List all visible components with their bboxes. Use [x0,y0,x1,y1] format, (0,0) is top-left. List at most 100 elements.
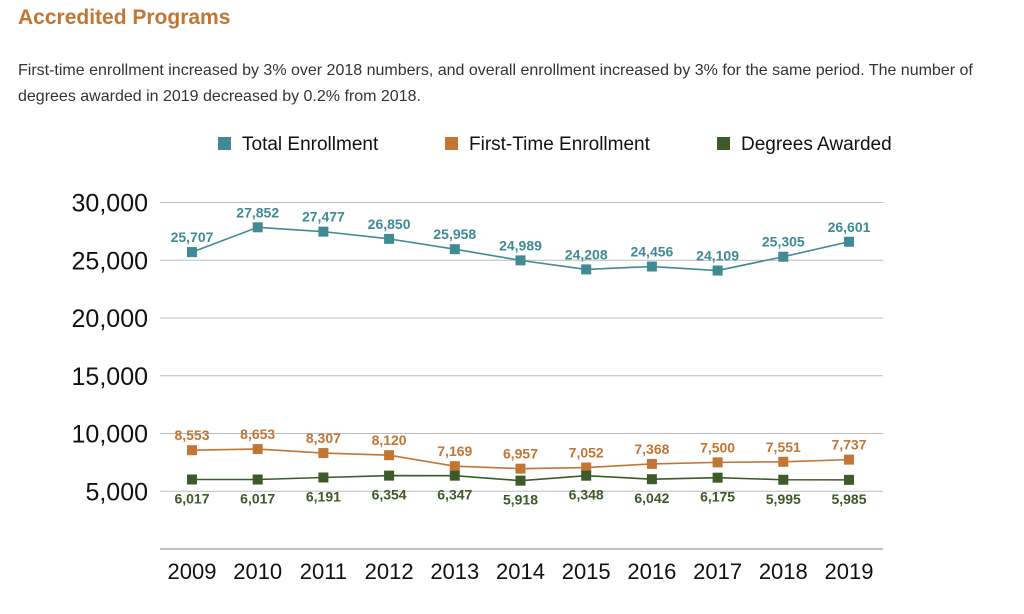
degrees-awarded-data-label: 5,995 [766,491,801,507]
first-time-enrollment-marker [187,445,197,456]
y-axis: 5,000 10,000 15,000 20,000 25,000 30,000 [72,190,148,507]
total-enrollment-data-label: 24,208 [565,246,608,262]
first-time-enrollment-marker [581,462,592,473]
degrees-awarded-data-label: 6,042 [634,490,669,506]
degrees-awarded-marker [712,472,723,483]
degrees-awarded-marker [449,470,460,481]
first-time-enrollment-data-label: 8,653 [240,426,275,442]
x-tick-label: 2016 [627,559,676,584]
first-time-enrollment-marker [778,456,789,467]
x-tick-label: 2012 [365,559,414,584]
total-enrollment-marker [778,251,789,262]
chart-description: First-time enrollment increased by 3% ov… [18,62,973,105]
legend-item-total-enrollment: Total Enrollment [218,134,379,155]
degrees-awarded-marker [778,474,789,485]
total-enrollment-data-label: 25,707 [171,229,214,245]
grid-lines [160,202,883,492]
degrees-awarded-data-label: 6,347 [437,487,472,503]
legend-swatch [218,137,231,150]
x-tick-label: 2017 [693,559,742,584]
first-time-enrollment-marker [844,454,854,465]
degrees-awarded-marker [384,470,395,481]
legend-swatch [445,137,458,150]
total-enrollment-data-label: 27,477 [302,209,345,225]
total-enrollment-data-label: 25,958 [433,226,476,242]
total-enrollment-marker [581,264,592,275]
series-total-enrollment: 25,707 27,852 27,477 26,850 25,958 24,989 24,2… [171,204,871,276]
first-time-enrollment-data-label: 7,551 [766,439,801,455]
degrees-awarded-marker [844,474,854,485]
chart-legend: Total Enrollment First-Time Enrollment Deg… [218,134,892,155]
total-enrollment-marker [449,244,460,255]
legend-label: Degrees Awarded [741,134,892,155]
degrees-awarded-data-label: 6,354 [372,487,407,503]
degrees-awarded-marker [646,474,657,485]
total-enrollment-data-label: 24,989 [499,237,542,253]
first-time-enrollment-marker [449,461,460,472]
x-tick-label: 2010 [233,559,282,584]
first-time-enrollment-marker [384,450,395,461]
degrees-awarded-data-label: 6,175 [700,489,735,505]
total-enrollment-data-label: 26,601 [828,219,871,235]
legend-item-degrees-awarded: Degrees Awarded [717,134,892,155]
y-tick-label: 25,000 [72,247,148,275]
legend-swatch [717,137,730,150]
x-axis: 2009 2010 2011 2012 2013 2014 2015 2016 2017 2018… [160,548,883,584]
degrees-awarded-marker [515,475,526,486]
degrees-awarded-data-label: 6,348 [569,487,604,503]
first-time-enrollment-data-label: 8,553 [174,427,209,443]
first-time-enrollment-data-label: 7,500 [700,439,735,455]
y-tick-label: 5,000 [85,478,148,506]
total-enrollment-marker [515,255,526,266]
first-time-enrollment-marker [646,458,657,469]
total-enrollment-data-label: 27,852 [236,204,279,220]
series-group: 25,707 27,852 27,477 26,850 25,958 24,989 24,2… [171,204,871,507]
x-tick-label: 2009 [168,559,217,584]
first-time-enrollment-marker [515,463,526,474]
x-tick-label: 2015 [562,559,611,584]
total-enrollment-marker [646,261,657,272]
x-tick-label: 2019 [825,559,874,584]
legend-label: First-Time Enrollment [469,134,651,155]
degrees-awarded-data-label: 6,017 [240,491,275,507]
first-time-enrollment-marker [318,448,329,459]
y-tick-label: 15,000 [72,363,148,391]
degrees-awarded-data-label: 6,017 [174,491,209,507]
series-degrees-awarded: 6,017 6,017 6,191 6,354 6,347 5,918 6,348 6,042… [174,470,867,508]
total-enrollment-marker [844,236,854,247]
total-enrollment-marker [712,265,723,276]
legend-label: Total Enrollment [242,134,379,155]
y-tick-label: 30,000 [72,190,148,218]
degrees-awarded-data-label: 5,918 [503,492,538,508]
first-time-enrollment-data-label: 6,957 [503,446,538,462]
y-tick-label: 10,000 [72,421,148,449]
series-first-time-enrollment: 8,553 8,653 8,307 8,120 7,169 6,957 7,052 7,368… [174,426,867,474]
first-time-enrollment-data-label: 7,737 [831,437,866,453]
x-tick-label: 2011 [300,559,347,584]
legend-item-first-time-enrollment: First-Time Enrollment [445,134,651,155]
degrees-awarded-marker [318,472,329,483]
degrees-awarded-data-label: 5,985 [831,491,866,507]
degrees-awarded-marker [581,470,592,481]
first-time-enrollment-marker [712,457,723,468]
total-enrollment-data-label: 24,109 [696,248,739,264]
page-title: Accredited Programs [18,6,231,29]
x-tick-label: 2018 [759,559,808,584]
first-time-enrollment-data-label: 7,368 [634,441,669,457]
total-enrollment-data-label: 25,305 [762,234,805,250]
first-time-enrollment-marker [252,444,263,455]
first-time-enrollment-data-label: 7,169 [437,443,472,459]
degrees-awarded-marker [187,474,197,485]
degrees-awarded-marker [252,474,263,485]
total-enrollment-data-label: 24,456 [630,244,673,260]
first-time-enrollment-data-label: 8,307 [306,430,341,446]
first-time-enrollment-data-label: 7,052 [569,445,604,461]
x-tick-label: 2013 [430,559,479,584]
total-enrollment-marker [187,247,197,258]
y-tick-label: 20,000 [72,305,148,333]
total-enrollment-marker [252,222,263,233]
first-time-enrollment-data-label: 8,120 [372,432,407,448]
degrees-awarded-data-label: 6,191 [306,488,341,504]
x-tick-label: 2014 [496,559,545,584]
